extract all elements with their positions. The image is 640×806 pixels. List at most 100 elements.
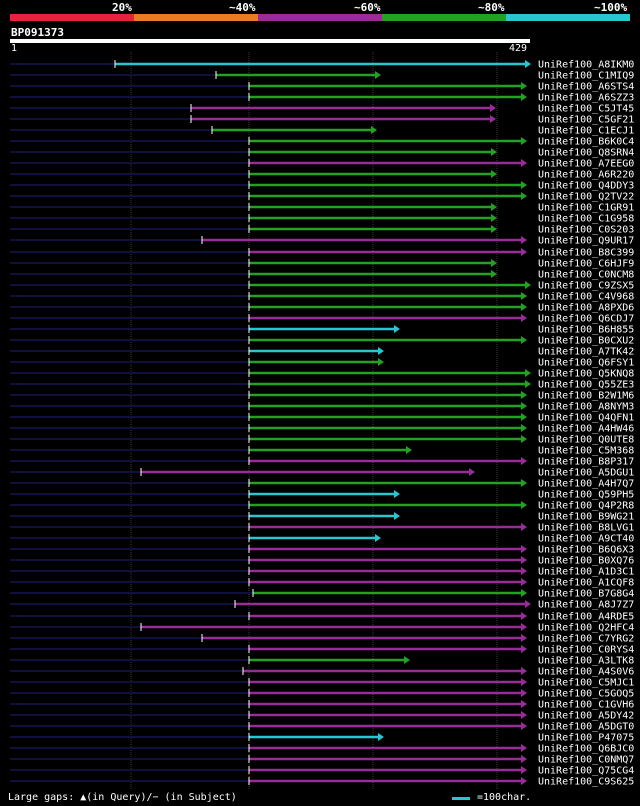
hit-row[interactable]: UniRef100_C1GVH6 <box>10 700 634 711</box>
legend-segment-cyan <box>506 14 630 21</box>
hit-row[interactable]: UniRef100_Q6CDJ7 <box>10 314 634 325</box>
hit-row[interactable]: UniRef100_B2W1M6 <box>10 391 634 402</box>
hit-row[interactable]: UniRef100_C5MJC1 <box>10 678 634 689</box>
hit-row[interactable]: UniRef100_C7YRG2 <box>10 634 634 645</box>
hit-row[interactable]: UniRef100_B6Q6X3 <box>10 545 634 556</box>
hit-row[interactable]: UniRef100_A6SZZ3 <box>10 93 634 104</box>
scale-bar <box>452 797 470 800</box>
hit-row[interactable]: UniRef100_Q8SRN4 <box>10 148 634 159</box>
hit-row[interactable]: UniRef100_C9ZSX5 <box>10 281 634 292</box>
hit-row[interactable]: UniRef100_B8P317 <box>10 457 634 468</box>
hit-row[interactable]: UniRef100_Q0UTE8 <box>10 435 634 446</box>
hit-row[interactable]: UniRef100_Q4P2R8 <box>10 501 634 512</box>
hit-row[interactable]: UniRef100_B6K0C4 <box>10 137 634 148</box>
hit-row[interactable]: UniRef100_Q9UR17 <box>10 236 634 247</box>
hit-label: UniRef100_Q6CDJ7 <box>538 314 634 325</box>
hit-arrow <box>491 225 497 233</box>
hit-arrow <box>375 534 381 542</box>
hit-arrow <box>375 71 381 79</box>
hit-row[interactable]: UniRef100_A8J7Z7 <box>10 600 634 611</box>
hit-row[interactable]: UniRef100_A7EEG0 <box>10 159 634 170</box>
hit-row[interactable]: UniRef100_C5GF21 <box>10 115 634 126</box>
hit-row[interactable]: UniRef100_A5DGU1 <box>10 468 634 479</box>
hit-label: UniRef100_A8J7Z7 <box>538 600 634 611</box>
hit-row[interactable]: UniRef100_C1GR91 <box>10 203 634 214</box>
hit-label: UniRef100_C7YRG2 <box>538 634 634 645</box>
hit-arrow <box>490 104 496 112</box>
hit-label: UniRef100_A4HW46 <box>538 424 634 435</box>
hit-row[interactable]: UniRef100_C5JT45 <box>10 104 634 115</box>
hit-label: UniRef100_C1ECJ1 <box>538 126 634 137</box>
hit-row[interactable]: UniRef100_Q75CG4 <box>10 766 634 777</box>
hit-row[interactable]: UniRef100_Q4QFN1 <box>10 413 634 424</box>
hit-row[interactable]: UniRef100_C6HJF9 <box>10 259 634 270</box>
hit-row[interactable]: UniRef100_C0NMQ7 <box>10 755 634 766</box>
hit-row[interactable]: UniRef100_C9S625 <box>10 777 634 788</box>
hit-row[interactable]: UniRef100_A3LTK8 <box>10 656 634 667</box>
hit-row[interactable]: UniRef100_C1ECJ1 <box>10 126 634 137</box>
hit-arrow <box>521 413 527 421</box>
hit-row[interactable]: UniRef100_A4S0V6 <box>10 667 634 678</box>
hit-row[interactable]: UniRef100_A8NYM3 <box>10 402 634 413</box>
hit-row[interactable]: UniRef100_A6R220 <box>10 170 634 181</box>
hit-label: UniRef100_A6STS4 <box>538 82 634 93</box>
hit-row[interactable]: UniRef100_A4RDE5 <box>10 612 634 623</box>
hit-row[interactable]: UniRef100_C1G958 <box>10 214 634 225</box>
hit-row[interactable]: UniRef100_C0NCM8 <box>10 270 634 281</box>
hit-label: UniRef100_C5JT45 <box>538 104 634 115</box>
hit-row[interactable]: UniRef100_A8PXD6 <box>10 303 634 314</box>
hit-row[interactable]: UniRef100_C5M368 <box>10 446 634 457</box>
hit-row[interactable]: UniRef100_B8LVG1 <box>10 523 634 534</box>
hit-row[interactable]: UniRef100_A5DY42 <box>10 711 634 722</box>
hit-row[interactable]: UniRef100_B0CXU2 <box>10 336 634 347</box>
hit-row[interactable]: UniRef100_Q55ZE3 <box>10 380 634 391</box>
hit-row[interactable]: UniRef100_A4HW46 <box>10 424 634 435</box>
hit-row[interactable]: UniRef100_Q6FSY1 <box>10 358 634 369</box>
hit-arrow <box>521 623 527 631</box>
legend-label-80: ~80% <box>478 1 505 14</box>
hit-row[interactable]: UniRef100_A4H7Q7 <box>10 479 634 490</box>
hit-row[interactable]: UniRef100_A1CQF8 <box>10 578 634 589</box>
query-ruler <box>10 39 530 43</box>
hit-row[interactable]: UniRef100_A7TK42 <box>10 347 634 358</box>
hit-arrow <box>378 733 384 741</box>
hit-label: UniRef100_Q55ZE3 <box>538 380 634 391</box>
hit-row[interactable]: UniRef100_A9CT40 <box>10 534 634 545</box>
hit-arrow <box>521 93 527 101</box>
hit-label: UniRef100_Q8SRN4 <box>538 148 634 159</box>
hit-arrow <box>521 501 527 509</box>
hit-row[interactable]: UniRef100_Q2TV22 <box>10 192 634 203</box>
hit-row[interactable]: UniRef100_Q59PH5 <box>10 490 634 501</box>
hit-label: UniRef100_B0XQ76 <box>538 556 634 567</box>
scale-bar-label: =100char. <box>477 792 532 803</box>
hit-row[interactable]: UniRef100_A1D3C1 <box>10 567 634 578</box>
hit-row[interactable]: UniRef100_C1MIQ9 <box>10 71 634 82</box>
hit-row[interactable]: UniRef100_C4V968 <box>10 292 634 303</box>
hit-label: UniRef100_B9WG21 <box>538 512 634 523</box>
hit-row[interactable]: UniRef100_B8C399 <box>10 248 634 259</box>
hit-row[interactable]: UniRef100_B0XQ76 <box>10 556 634 567</box>
hit-label: UniRef100_Q6BJC0 <box>538 744 634 755</box>
hit-label: UniRef100_Q6FSY1 <box>538 358 634 369</box>
hit-row[interactable]: UniRef100_B7G8G4 <box>10 589 634 600</box>
hit-row[interactable]: UniRef100_P47075 <box>10 733 634 744</box>
hit-arrow <box>491 259 497 267</box>
hit-row[interactable]: UniRef100_A8IKM0 <box>10 60 634 71</box>
hit-arrow <box>378 358 384 366</box>
hit-row[interactable]: UniRef100_Q2HFC4 <box>10 623 634 634</box>
hit-label: UniRef100_C0NMQ7 <box>538 755 634 766</box>
hit-arrow <box>521 159 527 167</box>
hit-label: UniRef100_C1GVH6 <box>538 700 634 711</box>
hit-row[interactable]: UniRef100_Q4DDY3 <box>10 181 634 192</box>
hit-row[interactable]: UniRef100_B9WG21 <box>10 512 634 523</box>
hit-row[interactable]: UniRef100_A6STS4 <box>10 82 634 93</box>
hit-row[interactable]: UniRef100_Q5KNQ8 <box>10 369 634 380</box>
hit-label: UniRef100_B7G8G4 <box>538 589 634 600</box>
hit-row[interactable]: UniRef100_C0RYS4 <box>10 645 634 656</box>
hit-row[interactable]: UniRef100_B6H855 <box>10 325 634 336</box>
hit-row[interactable]: UniRef100_A5DGT0 <box>10 722 634 733</box>
hit-row[interactable]: UniRef100_Q6BJC0 <box>10 744 634 755</box>
hit-row[interactable]: UniRef100_C0S203 <box>10 225 634 236</box>
hit-row[interactable]: UniRef100_C5GOQ5 <box>10 689 634 700</box>
hit-label: UniRef100_A3LTK8 <box>538 656 634 667</box>
